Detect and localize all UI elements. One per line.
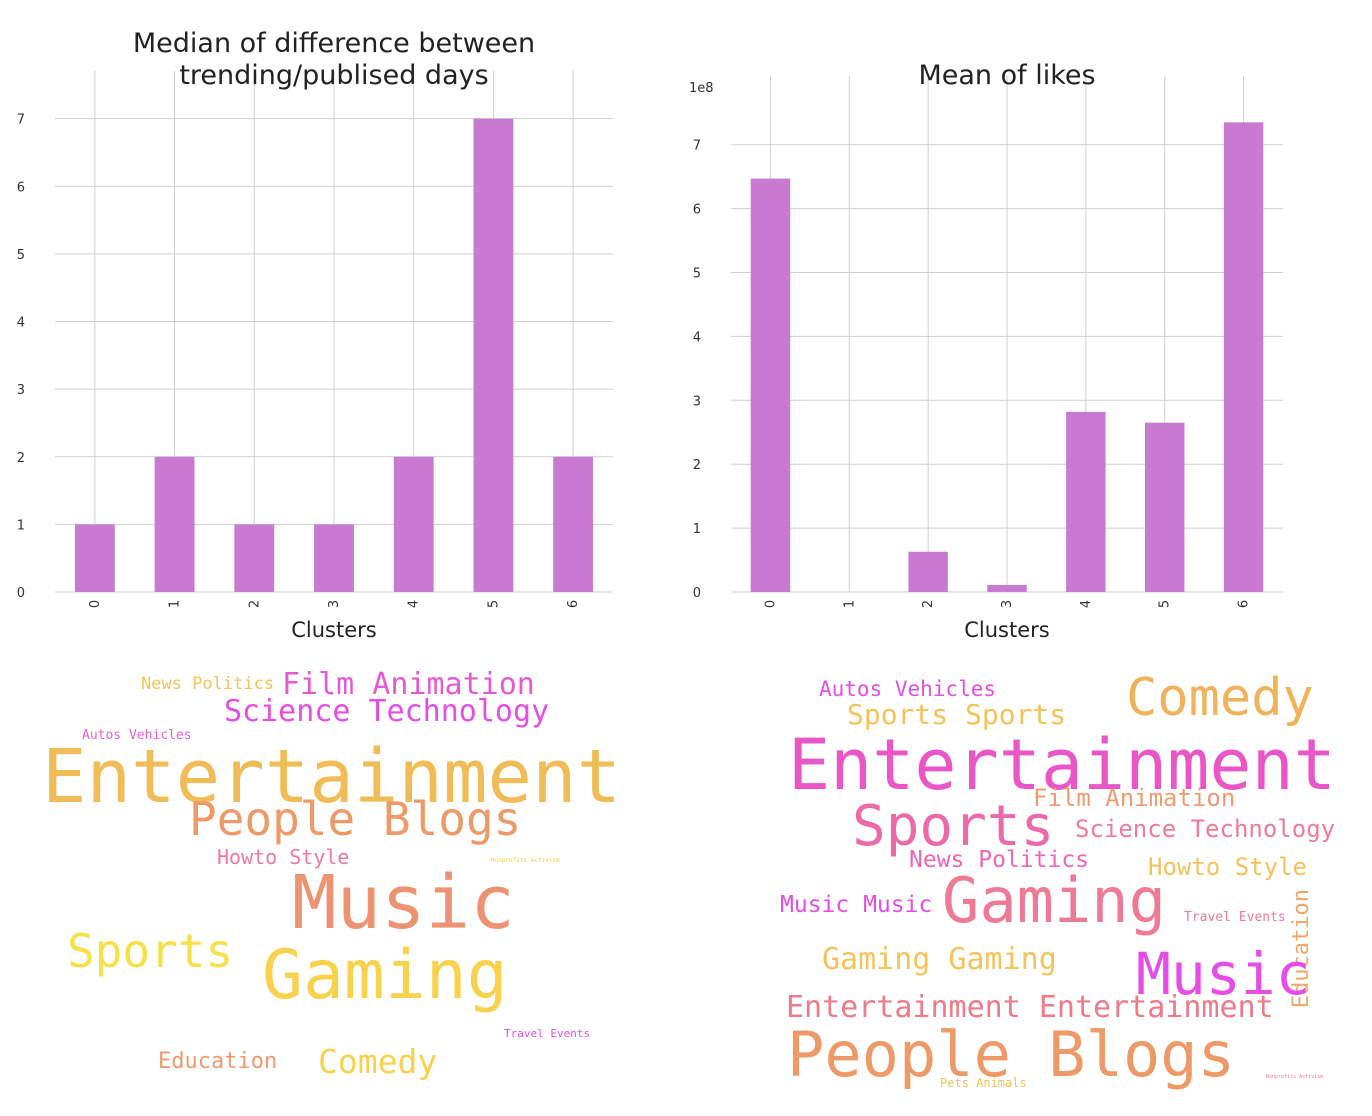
wordcloud-word: Music — [292, 860, 515, 946]
wordcloud-word: Film Animation — [1033, 784, 1236, 812]
x-tick-label: 2 — [921, 600, 936, 608]
wordcloud-word: Howto Style — [217, 845, 350, 869]
wordcloud-word: Travel Events — [1184, 910, 1286, 925]
x-tick-label: 2 — [247, 600, 262, 608]
wordcloud-word: Science Technology — [224, 694, 550, 729]
wordcloud-word: People Blogs — [787, 1018, 1235, 1091]
bar — [74, 524, 115, 592]
wordcloud-word: Gaming — [942, 864, 1166, 937]
y-tick-label: 3 — [17, 383, 25, 398]
x-tick-label: 1 — [842, 600, 857, 608]
wordcloud-word: Entertainment — [42, 734, 622, 820]
y-tick-label: 2 — [693, 458, 701, 473]
x-tick-label: 1 — [168, 600, 183, 608]
wordcloud-word: Science Technology — [1075, 815, 1336, 843]
y-tick-label: 3 — [693, 394, 701, 409]
wordcloud-word: Gaming — [262, 936, 508, 1015]
y-tick-label: 5 — [17, 248, 25, 263]
wordcloud-word: Howto Style — [1148, 853, 1307, 881]
y-tick-label: 7 — [17, 113, 25, 128]
bar — [553, 456, 594, 592]
chart-title: trending/publised days — [179, 60, 488, 91]
x-tick-label: 0 — [763, 600, 778, 608]
x-tick-label: 5 — [486, 600, 501, 608]
x-tick-label: 4 — [1079, 600, 1094, 608]
chart-mean-likes: 0 1 2 3 4 5 6 7 0 1 2 3 4 5 6 Clusters 1e8 Mean of likes — [689, 60, 1283, 642]
y-offset-label: 1e8 — [689, 81, 714, 96]
y-tick-label: 6 — [17, 180, 25, 195]
wordcloud-word: Comedy — [1126, 668, 1314, 728]
y-tick-label: 5 — [693, 267, 701, 282]
wordcloud-left: News Politics Film Animation Science Tec… — [0, 660, 686, 1116]
y-tick-label: 0 — [693, 586, 701, 601]
wordcloud-word: Pets Animals — [940, 1076, 1027, 1090]
x-tick-label: 0 — [88, 600, 103, 608]
wordcloud-right: Autos Vehicles Comedy Sports Sports Ente… — [686, 660, 1372, 1116]
wordcloud-word: Autos Vehicles — [819, 677, 997, 701]
y-tick-label: 1 — [693, 522, 701, 537]
y-tick-label: 2 — [17, 451, 25, 466]
wordcloud-word: Entertainment — [788, 724, 1336, 806]
bar — [1223, 122, 1264, 592]
x-tick-label: 3 — [1000, 600, 1015, 608]
y-tick-label: 4 — [693, 330, 701, 345]
x-tick-label: 5 — [1158, 600, 1173, 608]
chart-title: Mean of likes — [918, 60, 1095, 91]
wordcloud-word: Entertainment Entertainment — [786, 990, 1274, 1025]
wordcloud-word: People Blogs — [189, 792, 522, 846]
y-tick-label: 0 — [17, 586, 25, 601]
wordcloud-word: Sports Sports — [847, 698, 1067, 731]
x-tick-label: 6 — [566, 600, 581, 608]
chart-title: Median of difference between — [133, 28, 535, 59]
wordcloud-word: Music — [1136, 940, 1311, 1008]
bar — [1066, 411, 1106, 592]
x-tick-label: 3 — [327, 600, 342, 608]
wordcloud-word: Education — [158, 1049, 278, 1074]
bar — [750, 178, 791, 592]
y-tick-label: 7 — [693, 139, 701, 154]
bar — [987, 584, 1027, 592]
x-axis-label: Clusters — [291, 618, 376, 642]
wordcloud-word: Film Animation — [282, 667, 535, 702]
bar — [154, 456, 195, 592]
bar — [1145, 422, 1185, 592]
bar — [314, 524, 354, 592]
wordcloud-word: Travel Events — [504, 1027, 591, 1040]
y-tick-label: 6 — [693, 203, 701, 218]
wordcloud-word: News Politics — [141, 674, 275, 694]
bar — [473, 118, 514, 593]
wordcloud-word: Music Music — [780, 892, 933, 918]
wordcloud-word: Comedy — [318, 1042, 438, 1081]
wordcloud-word: News Politics — [909, 847, 1090, 873]
x-tick-label: 6 — [1237, 600, 1252, 608]
bar — [393, 456, 434, 592]
wordcloud-word: Autos Vehicles — [82, 728, 192, 743]
wordcloud-word: Nonprofits Activism — [1266, 1074, 1324, 1080]
bar — [234, 524, 275, 592]
wordcloud-word: Sports — [67, 924, 234, 978]
x-axis-label: Clusters — [964, 618, 1049, 642]
chart-median-difference: 0 1 2 3 4 5 6 7 0 1 2 3 4 5 6 Clusters Median of differe… — [17, 28, 613, 642]
y-tick-label: 4 — [17, 316, 25, 331]
x-tick-label: 4 — [407, 600, 422, 608]
y-tick-label: 1 — [17, 518, 25, 533]
bar — [908, 551, 948, 592]
wordcloud-word: Gaming Gaming — [822, 942, 1057, 977]
wordcloud-word: Sports — [852, 794, 1055, 859]
wordcloud-word: Nonprofits Activism — [491, 857, 560, 864]
